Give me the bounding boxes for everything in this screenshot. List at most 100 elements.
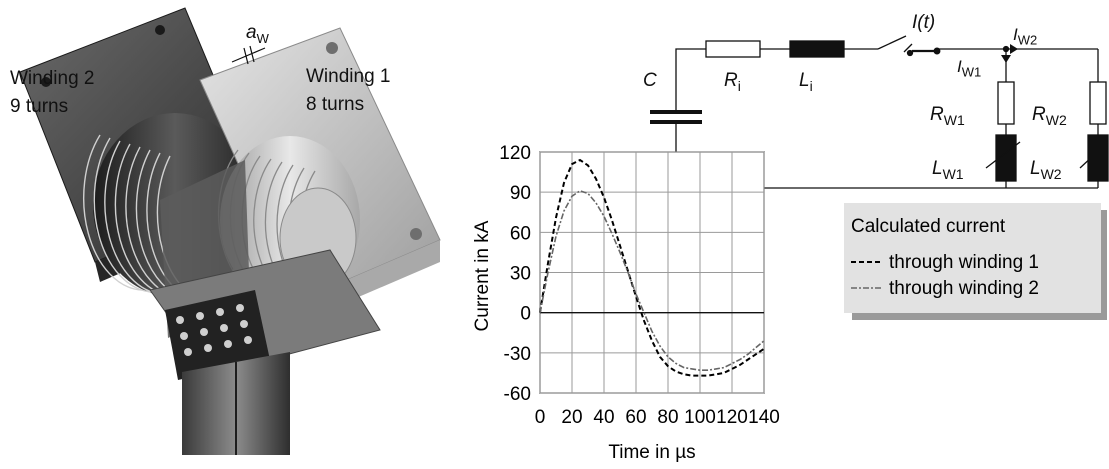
resistor-rw2	[1089, 81, 1107, 125]
x-tick-label: 80	[657, 407, 678, 428]
terminal-holes	[176, 304, 252, 356]
terminal-hole	[224, 340, 232, 348]
ri-subscript: i	[737, 77, 741, 94]
current-w2-label: IW2	[1013, 24, 1037, 51]
gap-symbol: a	[246, 22, 257, 43]
gap-dimension-line	[231, 47, 266, 63]
terminal-hole	[244, 336, 252, 344]
gap-subscript: W	[256, 30, 269, 46]
wire-top-left	[675, 48, 706, 90]
x-tick-label: 140	[748, 407, 780, 428]
gap-tick	[249, 45, 255, 63]
series-line-winding-2	[539, 189, 765, 372]
legend-box	[844, 203, 1101, 313]
capacitor-label: C	[643, 70, 657, 91]
current-total-label: I(t)	[912, 12, 936, 33]
variable-arrow-lw2	[1079, 141, 1109, 169]
chart-series	[539, 158, 765, 377]
resistor-ri-label: Ri	[724, 70, 741, 97]
chart-legend: Calculated current through winding 1 thr…	[844, 203, 1107, 320]
li-symbol: L	[799, 70, 810, 91]
terminal-hole	[220, 324, 228, 332]
connector-terminal	[165, 290, 270, 380]
mounting-hole	[41, 77, 51, 87]
iw2-subscript: W2	[1017, 32, 1038, 48]
iw2-arrow	[1010, 44, 1018, 54]
winding-1-label: Winding 1	[306, 66, 391, 87]
terminal-hole	[200, 328, 208, 336]
switch-blade	[877, 35, 907, 50]
y-axis-label: Current in kA	[472, 220, 493, 331]
iw2-symbol: I	[1013, 25, 1018, 44]
resistor-rw2-label: RW2	[1032, 104, 1067, 131]
x-tick-label: 40	[593, 407, 614, 428]
legend-title: Calculated current	[851, 216, 1006, 237]
lw2-symbol: L	[1030, 158, 1041, 179]
lw2-subscript: W2	[1040, 165, 1062, 182]
iw1-symbol: I	[957, 57, 962, 76]
inductor-lw1-label: LW1	[932, 158, 964, 185]
gap-tick	[243, 47, 249, 65]
winding-2-turns	[83, 134, 213, 305]
legend-entry-winding-1: through winding 1	[889, 252, 1039, 273]
y-tick-label: 0	[520, 304, 531, 325]
variable-arrow-lw1	[985, 141, 1021, 169]
inductor-lw2-label: LW2	[1030, 158, 1062, 185]
y-tick-label: 30	[510, 264, 531, 285]
terminal-hole	[240, 320, 248, 328]
gap-label: aW	[246, 22, 269, 50]
terminal-hole	[176, 316, 184, 324]
lw1-subscript: W1	[942, 165, 964, 182]
winding-1-turns: 8 turns	[306, 94, 365, 115]
coil-model-illustration	[19, 7, 441, 455]
rw1-symbol: R	[930, 104, 944, 125]
switch-contact	[906, 49, 914, 57]
rw2-subscript: W2	[1045, 111, 1067, 128]
x-tick-label: 120	[716, 407, 748, 428]
resistor-rw1	[997, 81, 1015, 125]
terminal-hole	[184, 348, 192, 356]
li-subscript: i	[809, 77, 813, 94]
terminal-hole	[204, 344, 212, 352]
chart-grid	[539, 151, 765, 394]
switch-arrow	[903, 43, 913, 53]
current-w1-label: IW1	[957, 56, 981, 83]
x-tick-label: 0	[535, 407, 546, 428]
legend-entry-winding-2: through winding 2	[889, 278, 1039, 299]
y-tick-label: 60	[510, 223, 531, 244]
rw1-subscript: W1	[943, 111, 965, 128]
terminal-hole	[180, 332, 188, 340]
series-line-winding-1	[539, 158, 765, 377]
inductor-li-label: Li	[799, 70, 813, 97]
terminal-hole	[236, 304, 244, 312]
terminal-hole	[216, 308, 224, 316]
inductor-li	[789, 40, 845, 58]
rw2-symbol: R	[1032, 104, 1046, 125]
winding-2-label: Winding 2	[10, 68, 95, 89]
ri-symbol: R	[724, 70, 738, 91]
winding-2-turns: 9 turns	[10, 96, 69, 117]
winding-2-turn	[104, 140, 163, 295]
x-tick-label: 20	[561, 407, 582, 428]
resistor-ri	[705, 40, 761, 58]
mounting-hole	[155, 25, 165, 35]
y-tick-label: 90	[510, 183, 531, 204]
y-tick-label: -30	[504, 344, 531, 365]
resistor-rw1-label: RW1	[930, 104, 965, 131]
terminal-hole	[196, 312, 204, 320]
x-tick-label: 100	[684, 407, 716, 428]
x-tick-label: 60	[625, 407, 646, 428]
y-tick-label: -60	[504, 384, 531, 405]
lw1-symbol: L	[932, 158, 943, 179]
x-axis-label: Time in µs	[608, 442, 695, 463]
winding-2-turn	[93, 137, 153, 293]
mounting-hole	[410, 228, 422, 240]
y-tick-label: 120	[499, 143, 531, 164]
winding-2-turn	[83, 134, 143, 291]
mounting-hole	[326, 42, 338, 54]
iw1-subscript: W1	[961, 64, 982, 80]
